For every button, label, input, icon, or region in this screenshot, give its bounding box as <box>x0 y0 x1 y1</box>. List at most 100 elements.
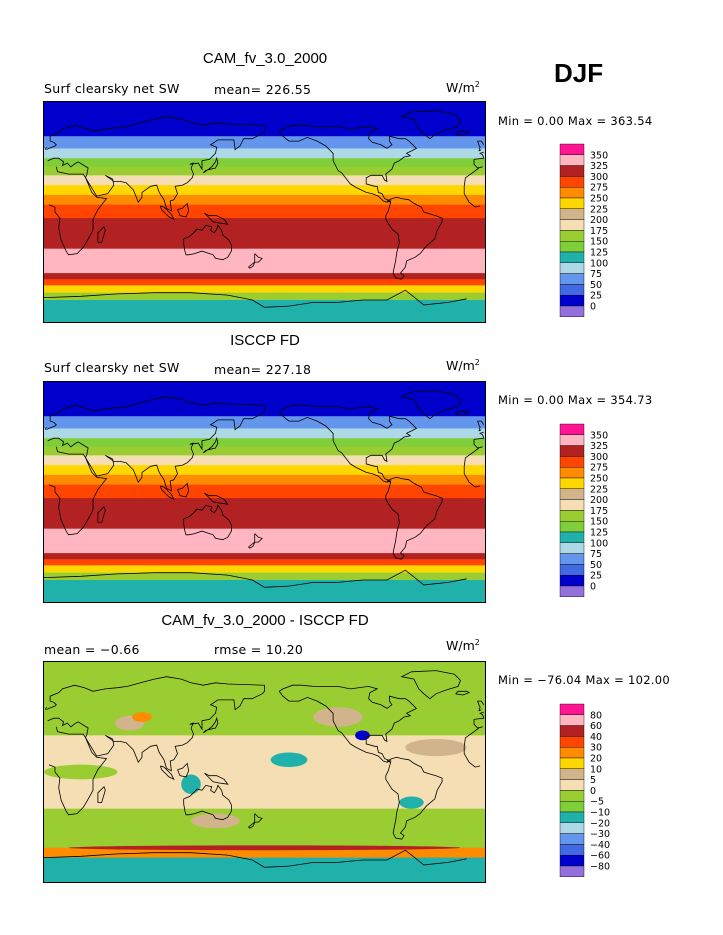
colorbar-swatch <box>559 456 585 468</box>
colorbar-tick-label: 350 <box>590 430 608 441</box>
field-band <box>44 559 485 566</box>
coastline <box>204 492 229 505</box>
field-band <box>44 273 485 280</box>
field-band <box>44 285 485 294</box>
colorbar-tick-label: 150 <box>590 237 608 248</box>
field-band <box>44 102 485 121</box>
field-band <box>44 175 485 186</box>
colorbar-tick-label: 80 <box>590 710 602 721</box>
coastline <box>203 716 219 734</box>
coastline <box>463 186 481 208</box>
coastline <box>385 756 443 840</box>
coastline <box>400 670 461 700</box>
panel-3-mean: mean = −0.66 <box>44 642 140 657</box>
panel-3-field <box>44 662 485 882</box>
colorbar-swatch <box>559 187 585 199</box>
colorbar-swatch <box>559 499 585 511</box>
colorbar-swatch <box>559 423 585 436</box>
coastline <box>44 707 47 710</box>
colorbar-tick-label: 30 <box>590 743 602 754</box>
coastline <box>385 196 443 280</box>
field-band <box>44 465 485 476</box>
field-band <box>44 382 485 401</box>
colorbar-tick-label: 50 <box>590 560 602 571</box>
coastline <box>463 466 481 488</box>
colorbar-swatch <box>559 800 585 813</box>
panel-2-map <box>43 381 486 603</box>
colorbar-swatch <box>559 585 585 598</box>
colorbar-swatch <box>559 768 585 780</box>
colorbar-tick-label: 250 <box>590 474 608 485</box>
panel-2-colorbar: 350 325 300 275 250 225 200 175 150 125 100 75 50 25 0 <box>559 423 640 599</box>
panel-1-field <box>44 102 485 322</box>
coastline <box>477 420 485 432</box>
colorbar-swatch <box>559 703 585 716</box>
colorbar-tick-label: −30 <box>590 829 610 840</box>
field-band <box>44 204 485 219</box>
field-band <box>44 416 485 429</box>
colorbar-tick-label: −10 <box>590 808 610 819</box>
coastline <box>477 700 485 712</box>
colorbar-tick-label: 25 <box>590 291 602 302</box>
field-band <box>44 248 485 274</box>
panel-3-colorbar: 80 60 40 30 20 10 5 0 −5 −10 −20 −30 −40 −60 −80 <box>559 703 640 879</box>
colorbar-tick-label: 225 <box>590 484 608 495</box>
panel-2-variable: Surf clearsky net SW <box>44 360 180 375</box>
colorbar-swatch <box>559 574 585 587</box>
coastline <box>463 167 480 187</box>
colorbar-swatch <box>559 822 585 834</box>
colorbar-tick-label: 5 <box>590 775 596 786</box>
panel-1-title: CAM_fv_3.0_2000 <box>202 50 328 67</box>
coastline <box>97 225 106 244</box>
coastline <box>177 202 190 218</box>
colorbar-tick-label: 350 <box>590 150 608 161</box>
coastline <box>473 159 483 169</box>
panel-3-units: W/m2 <box>446 638 480 654</box>
field-band <box>44 300 485 322</box>
coastline <box>204 772 229 785</box>
colorbar-swatch <box>559 553 585 565</box>
colorbar-swatch <box>559 510 585 522</box>
anomaly-blob <box>313 707 363 727</box>
coastline <box>248 253 263 269</box>
field-band <box>44 498 485 530</box>
field-band <box>44 455 485 466</box>
coastline <box>203 436 219 454</box>
field-band <box>44 166 485 176</box>
panel-1-variable: Surf clearsky net SW <box>44 81 180 96</box>
panel-1-mean: mean= 226.55 <box>214 82 312 97</box>
panel-2-field <box>44 382 485 602</box>
coastline <box>160 205 175 221</box>
panel-2-title: ISCCP FD <box>230 332 300 349</box>
anomaly-blob <box>270 752 308 768</box>
coastline <box>455 690 471 696</box>
colorbar-swatch <box>559 779 585 791</box>
coastline <box>48 166 108 256</box>
colorbar-tick-label: 60 <box>590 721 602 732</box>
coastline <box>455 130 471 136</box>
coastline <box>204 212 229 225</box>
colorbar-swatch <box>559 488 585 500</box>
field-band <box>44 428 485 439</box>
colorbar-swatch <box>559 865 585 878</box>
colorbar-tick-label: 100 <box>590 258 608 269</box>
field-band <box>44 148 485 159</box>
colorbar-swatch <box>559 854 585 867</box>
field-band <box>44 218 485 250</box>
field-band <box>44 279 485 286</box>
colorbar-swatch <box>559 747 585 759</box>
coastline <box>248 533 263 549</box>
colorbar-tick-label: 20 <box>590 754 602 765</box>
coastline <box>463 746 481 768</box>
colorbar-swatch <box>559 833 585 845</box>
field-band <box>44 158 485 168</box>
coastline <box>455 410 471 416</box>
colorbar-swatch <box>559 725 585 737</box>
coastline <box>160 765 175 781</box>
field-band <box>44 572 485 581</box>
colorbar-tick-label: 250 <box>590 194 608 205</box>
colorbar-swatch <box>559 240 585 253</box>
colorbar-swatch <box>559 230 585 242</box>
coastline <box>44 849 467 868</box>
colorbar-swatch <box>559 790 585 802</box>
